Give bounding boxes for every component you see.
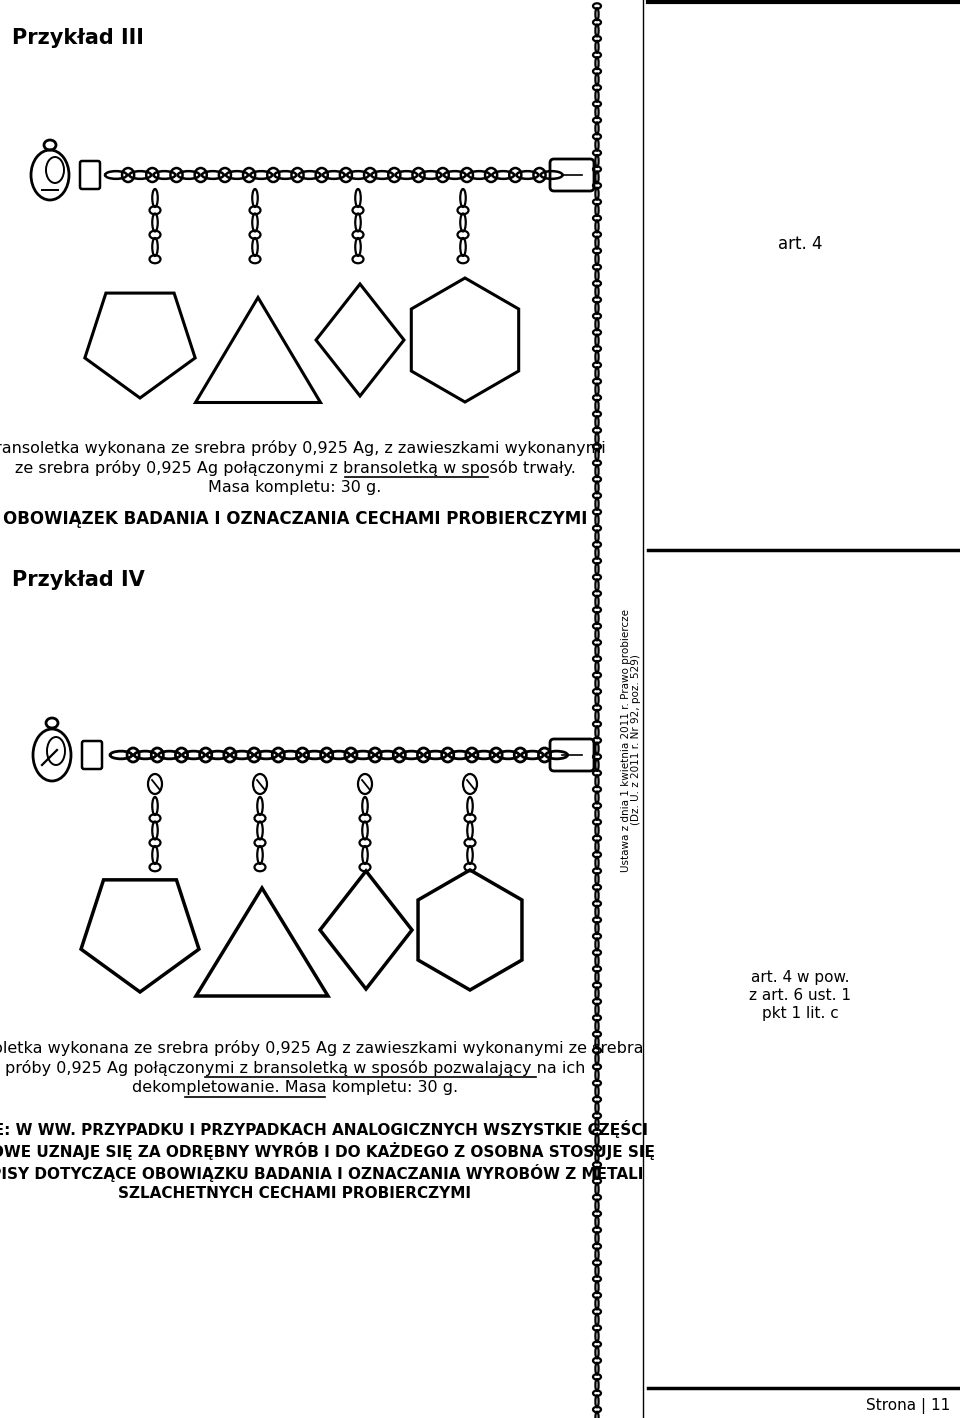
Text: Przykład III: Przykład III	[12, 28, 144, 48]
Text: pkt 1 lit. c: pkt 1 lit. c	[761, 1005, 838, 1021]
Text: SZLACHETNYCH CECHAMI PROBIERCZYMI: SZLACHETNYCH CECHAMI PROBIERCZYMI	[118, 1185, 471, 1201]
Text: Strona | 11: Strona | 11	[866, 1398, 950, 1414]
Text: PRZEPISY DOTYCZĄCE OBOWIĄZKU BADANIA I OZNACZANIA WYROBÓW Z METALI: PRZEPISY DOTYCZĄCE OBOWIĄZKU BADANIA I O…	[0, 1164, 644, 1183]
Text: próby 0,925 Ag połączonymi z bransoletką w sposób pozwalający na ich: próby 0,925 Ag połączonymi z bransoletką…	[5, 1061, 586, 1076]
Text: Ustawa z dnia 1 kwietnia 2011 r. Prawo probiercze: Ustawa z dnia 1 kwietnia 2011 r. Prawo p…	[621, 608, 631, 872]
Text: WAŻNE: W WW. PRZYPADKU I PRZYPADKACH ANALOGICZNYCH WSZYSTKIE CZĘŚCI: WAŻNE: W WW. PRZYPADKU I PRZYPADKACH ANA…	[0, 1120, 648, 1139]
Text: ze srebra próby 0,925 Ag połączonymi z bransoletką w sposób trwały.: ze srebra próby 0,925 Ag połączonymi z b…	[14, 459, 575, 476]
Text: (Dz. U. z 2011 r. Nr 92, poz. 529): (Dz. U. z 2011 r. Nr 92, poz. 529)	[631, 655, 641, 825]
Text: SKŁADOWE UZNAJE SIĘ ZA ODRĘBNY WYRÓB I DO KAŻDEGO Z OSOBNA STOSUJE SIĘ: SKŁADOWE UZNAJE SIĘ ZA ODRĘBNY WYRÓB I D…	[0, 1141, 656, 1160]
Text: art. 4: art. 4	[778, 235, 823, 252]
Text: Przykład IV: Przykład IV	[12, 570, 145, 590]
Text: art. 4 w pow.: art. 4 w pow.	[751, 970, 850, 986]
Text: Bransoletka wykonana ze srebra próby 0,925 Ag z zawieszkami wykonanymi ze srebra: Bransoletka wykonana ze srebra próby 0,9…	[0, 1039, 643, 1056]
Text: Bransoletka wykonana ze srebra próby 0,925 Ag, z zawieszkami wykonanymi: Bransoletka wykonana ze srebra próby 0,9…	[0, 440, 606, 457]
Text: dekompletowanie. Masa kompletu: 30 g.: dekompletowanie. Masa kompletu: 30 g.	[132, 1081, 458, 1095]
Text: z art. 6 ust. 1: z art. 6 ust. 1	[749, 988, 851, 1003]
Text: OBOWIĄZEK BADANIA I OZNACZANIA CECHAMI PROBIERCZYMI: OBOWIĄZEK BADANIA I OZNACZANIA CECHAMI P…	[3, 510, 588, 527]
Text: Masa kompletu: 30 g.: Masa kompletu: 30 g.	[208, 481, 382, 495]
